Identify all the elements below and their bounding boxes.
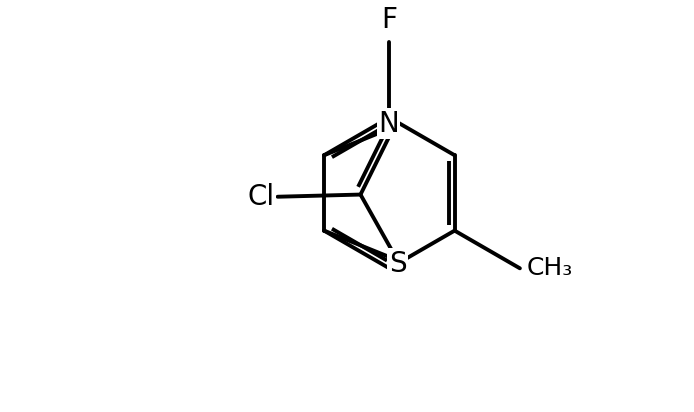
Text: S: S — [389, 250, 406, 278]
Text: N: N — [378, 110, 399, 138]
Text: Cl: Cl — [247, 183, 274, 211]
Text: CH₃: CH₃ — [527, 256, 573, 280]
Text: F: F — [381, 6, 398, 34]
